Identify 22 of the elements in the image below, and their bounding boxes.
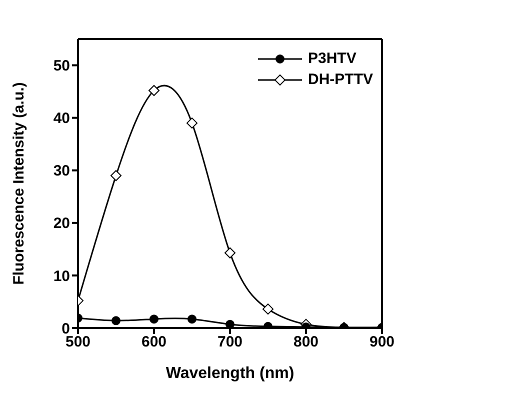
y-tick-label: 50 (53, 58, 70, 75)
x-axis-title: Wavelength (nm) (166, 365, 294, 382)
y-tick-label: 30 (53, 162, 70, 180)
legend-label: P3HTV (308, 50, 356, 67)
point (112, 316, 120, 326)
point (186, 118, 198, 129)
x-tick-label: 900 (369, 334, 395, 351)
x-tick-label: 800 (293, 334, 319, 351)
point (262, 304, 274, 315)
y-tick-label: 20 (53, 215, 70, 232)
y-tick-label: 10 (53, 268, 70, 285)
point (224, 247, 236, 258)
point (110, 170, 122, 182)
x-tick-label: 700 (217, 334, 243, 351)
y-tick-label: 40 (53, 110, 70, 128)
x-tick-label: 600 (141, 334, 167, 351)
point (188, 314, 196, 324)
y-axis-title: Fluorescence Intensity (a.u.) (10, 82, 28, 285)
legend-label: DH-PTTV (308, 71, 373, 88)
point (226, 320, 234, 328)
point (148, 84, 160, 96)
point (150, 314, 158, 324)
